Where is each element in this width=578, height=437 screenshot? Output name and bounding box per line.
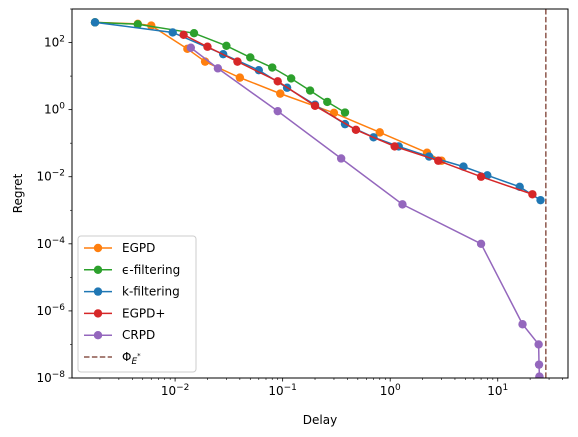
x-axis-ticks: 10−2 10−1 100 101 [99, 378, 563, 398]
y-axis-ticks: 10−8 10−6 10−4 10−2 100 102 [36, 8, 72, 385]
y-tick-label: 100 [44, 102, 65, 117]
data-point [168, 28, 177, 37]
series-line [94, 21, 442, 162]
data-point [286, 74, 296, 83]
data-point [179, 30, 188, 40]
legend-label: ΦE* [122, 350, 141, 367]
data-point [147, 21, 156, 30]
data-point [186, 43, 196, 52]
series-k-filtering [90, 18, 545, 205]
legend-label: ϵ-filtering [122, 263, 180, 277]
legend-entry: ϵ-filtering [84, 263, 180, 277]
data-point [133, 20, 143, 29]
data-point [203, 42, 212, 51]
data-point [273, 106, 282, 116]
data-point [398, 200, 407, 209]
legend-marker [93, 331, 103, 340]
plot-content [90, 9, 547, 378]
series-line [94, 21, 346, 114]
data-point [213, 64, 223, 73]
legend-marker [93, 287, 103, 296]
series-CRPD [186, 43, 544, 378]
legend-label: CRPD [122, 328, 155, 342]
data-point [528, 190, 537, 199]
legend-label: EGPD+ [122, 306, 165, 320]
data-point [323, 97, 332, 107]
data-point [310, 101, 320, 111]
data-point [90, 18, 100, 27]
data-point [351, 125, 361, 135]
data-point [535, 373, 544, 378]
x-tick-label: 10−2 [161, 383, 190, 398]
y-tick-label: 10−8 [36, 370, 65, 385]
legend-entry: CRPD [84, 328, 155, 342]
y-tick-label: 10−4 [36, 236, 65, 251]
y-tick-label: 10−6 [36, 303, 65, 318]
y-tick-label: 10−2 [36, 169, 65, 184]
series-line [190, 47, 541, 378]
data-point [273, 77, 282, 86]
series-EGPD+ [179, 30, 537, 199]
data-point [235, 73, 245, 82]
data-point [336, 154, 346, 163]
legend-entry: ΦE* [84, 350, 141, 367]
data-point [375, 128, 384, 137]
data-point [434, 156, 443, 165]
data-point [390, 142, 399, 151]
data-point [189, 28, 199, 38]
legend: EGPD ϵ-filtering k-filtering EGPD+ CRPD ΦE* [77, 235, 197, 373]
legend-label: k-filtering [122, 285, 180, 299]
legend-marker [93, 309, 103, 318]
legend-entry: EGPD [84, 241, 155, 255]
data-point [222, 41, 231, 50]
x-axis-title: Delay [303, 413, 337, 427]
legend-entry: k-filtering [84, 285, 180, 299]
legend-entry: EGPD+ [84, 306, 165, 320]
plot-frame [71, 8, 569, 379]
data-point [534, 360, 544, 369]
data-point [276, 89, 285, 98]
data-point [518, 320, 527, 329]
data-point [268, 63, 277, 72]
data-point [305, 86, 315, 95]
legend-marker [93, 243, 103, 253]
data-point [536, 195, 545, 205]
data-point [476, 239, 486, 249]
y-axis-title: Regret [11, 173, 25, 213]
x-tick-label: 10−1 [268, 383, 297, 398]
series-line [183, 34, 533, 195]
x-tick-label: 101 [487, 383, 508, 398]
y-tick-label: 102 [44, 35, 65, 50]
data-point [340, 108, 350, 117]
data-point [476, 172, 486, 181]
legend-label: EGPD [122, 241, 155, 255]
data-point [534, 340, 543, 349]
data-point [246, 53, 255, 62]
data-point [233, 57, 242, 66]
x-tick-label: 100 [380, 383, 401, 398]
legend-marker [93, 265, 103, 274]
